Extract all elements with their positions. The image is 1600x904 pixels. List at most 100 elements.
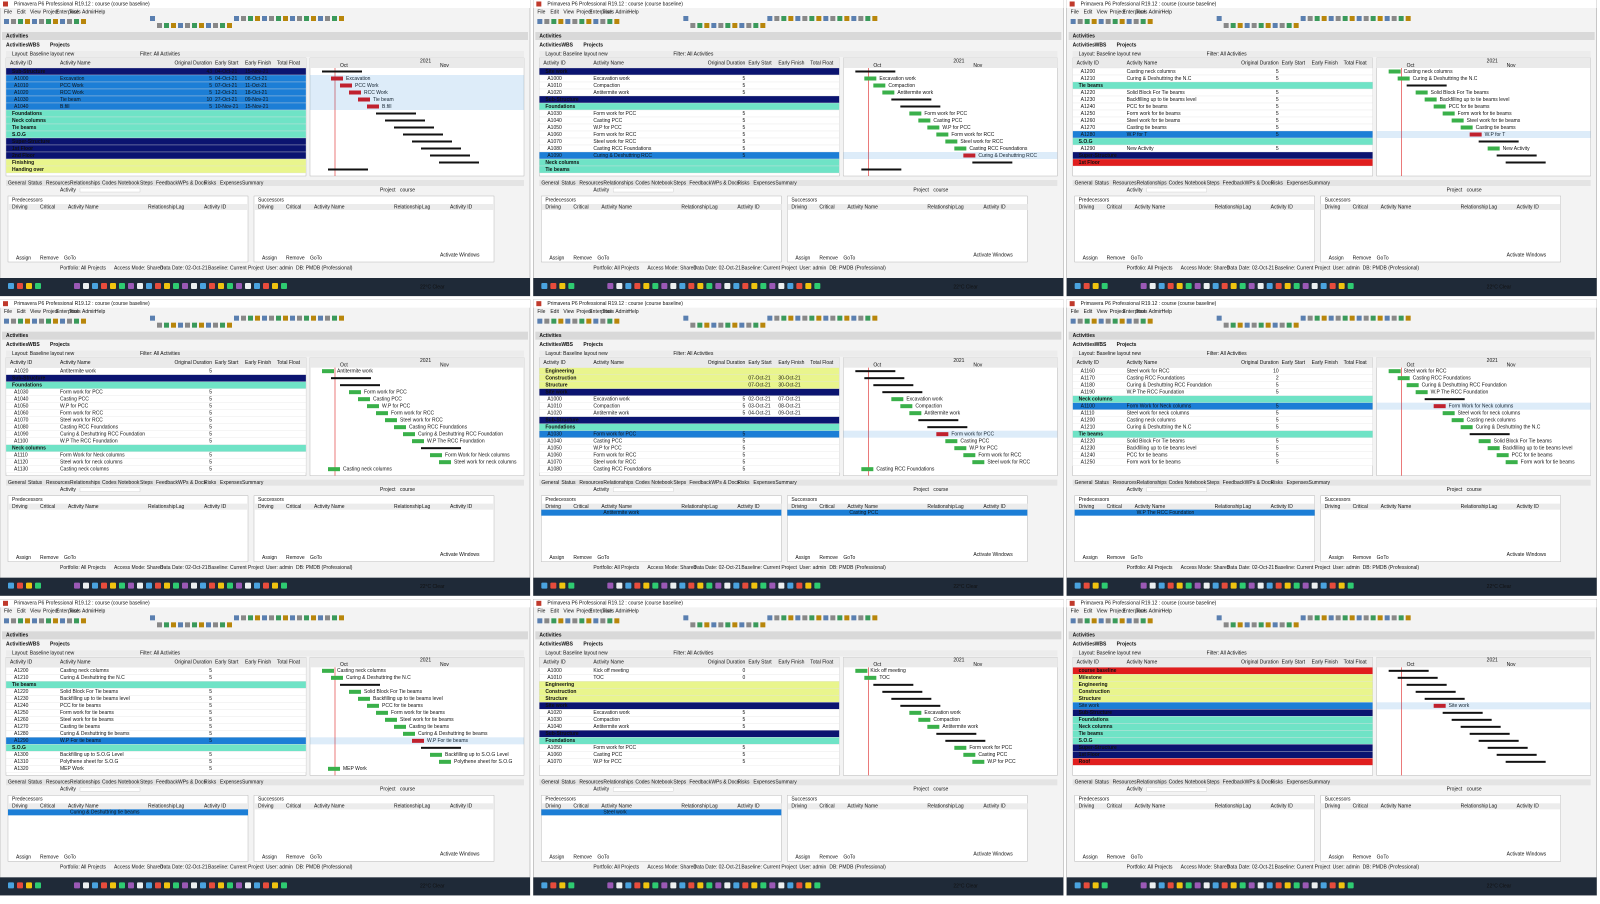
relationship-button[interactable]: Remove [286, 855, 305, 861]
activity-name[interactable]: PCC for tie beams [1127, 452, 1168, 458]
activity-id[interactable]: A1280 [14, 731, 29, 737]
activity-id[interactable]: A1160 [1081, 368, 1095, 374]
relationship-button[interactable]: Assign [1083, 555, 1098, 561]
relationship-button[interactable]: Assign [795, 855, 810, 861]
layout-label[interactable]: Layout: Baseline layout new [545, 351, 608, 357]
detail-tab[interactable]: Notebook [651, 480, 673, 486]
menu-item[interactable]: Tools [69, 609, 81, 615]
activity-name[interactable]: course baseline [1079, 668, 1117, 674]
detail-tab[interactable]: Summary [1309, 480, 1331, 486]
filter-label[interactable]: Filter: All Activities [673, 51, 714, 57]
menu-item[interactable]: Project [576, 309, 592, 315]
filter-label[interactable]: Filter: All Activities [140, 51, 181, 57]
relationship-button[interactable]: Remove [1353, 855, 1372, 861]
menu-item[interactable]: Help [628, 309, 639, 315]
menu-item[interactable]: Project [1110, 309, 1126, 315]
detail-tab[interactable]: WPs & Docs [1245, 780, 1274, 786]
detail-tab[interactable]: Expenses [220, 180, 242, 186]
relationship-button[interactable]: GoTo [1131, 555, 1143, 561]
menu-item[interactable]: Help [1162, 309, 1173, 315]
activity-name[interactable]: Backfilling up to tie beams level [1127, 445, 1197, 451]
activity-name[interactable]: 1st Floor [12, 146, 33, 152]
detail-tab[interactable]: General [1075, 480, 1093, 486]
detail-tab[interactable]: General [1075, 780, 1093, 786]
activity-name[interactable]: Neck columns [1079, 396, 1113, 402]
relationship-button[interactable]: Assign [1329, 555, 1344, 561]
activity-id[interactable]: A1010 [547, 83, 562, 89]
detail-tab[interactable]: Steps [140, 780, 153, 786]
activity-id[interactable]: A1260 [14, 717, 29, 723]
activity-name[interactable]: Form work for PCC [593, 111, 636, 117]
detail-tab[interactable]: Feedback [156, 780, 178, 786]
activity-name[interactable]: Foundations [12, 111, 42, 117]
view-tab[interactable]: Activities [539, 42, 561, 48]
activity-name[interactable]: Super-Structure [12, 139, 50, 145]
view-tab[interactable]: WBS [1095, 342, 1107, 348]
activity-name[interactable]: Steel work for RCC [60, 417, 103, 423]
activity-name[interactable]: Backfilling up to S.O.G Level [60, 752, 124, 758]
detail-tab[interactable]: Expenses [1287, 480, 1309, 486]
activity-name[interactable]: Curing & Deshuttring the N.C [1127, 424, 1192, 430]
activity-id[interactable]: A1050 [547, 125, 562, 131]
activity-id[interactable]: A1130 [14, 466, 28, 472]
relationship-button[interactable]: Remove [40, 855, 59, 861]
detail-tab[interactable]: Risks [737, 180, 750, 186]
activity-name[interactable]: Casting tie beams [60, 724, 101, 730]
detail-tab[interactable]: Relationships [603, 480, 634, 486]
activity-name[interactable]: Sub-Structure [545, 417, 579, 423]
menu-item[interactable]: Enterprise [56, 609, 79, 615]
activity-name[interactable]: W.P For tie beams [60, 738, 102, 744]
detail-tab[interactable]: Status [561, 180, 576, 186]
detail-tab[interactable]: Status [1095, 180, 1110, 186]
activity-id[interactable]: A1250 [1081, 111, 1096, 117]
detail-tab[interactable]: Summary [242, 480, 264, 486]
relationship-button[interactable]: Remove [40, 555, 59, 561]
detail-tab[interactable]: Notebook [1185, 780, 1207, 786]
relationship-button[interactable]: Remove [819, 555, 838, 561]
activity-id[interactable]: A1210 [1081, 76, 1096, 82]
activity-name[interactable]: Casting PCC [593, 118, 622, 124]
activity-id[interactable]: A1210 [14, 675, 29, 681]
filter-label[interactable]: Filter: All Activities [140, 351, 181, 357]
activity-name[interactable]: W.P The RCC Foundation [60, 438, 118, 444]
view-tab[interactable]: WBS [28, 642, 40, 648]
menu-item[interactable]: Edit [550, 309, 559, 315]
activity-name[interactable]: Form work for PCC [593, 431, 636, 437]
relationship-button[interactable]: Remove [819, 255, 838, 261]
filter-label[interactable]: Filter: All Activities [140, 651, 181, 657]
relationship-button[interactable]: GoTo [310, 855, 322, 861]
activity-id[interactable]: A1240 [1081, 104, 1096, 110]
relationship-button[interactable]: Assign [1329, 255, 1344, 261]
activity-name[interactable]: Foundations [545, 104, 575, 110]
activity-name[interactable]: Casting RCC Foundations [60, 424, 119, 430]
relationship-button[interactable]: Remove [286, 555, 305, 561]
detail-tab[interactable]: Notebook [118, 480, 140, 486]
activity-name[interactable]: S.O.G [12, 132, 26, 138]
detail-tab[interactable]: Notebook [1185, 180, 1207, 186]
view-tab[interactable]: Projects [583, 642, 603, 648]
activity-name[interactable]: PCC for tie beams [1127, 104, 1168, 110]
activity-name[interactable]: S.O.G [1079, 139, 1093, 145]
activity-name[interactable]: Steel work for tie beams [60, 717, 114, 723]
detail-tab[interactable]: Summary [775, 480, 797, 486]
detail-tab[interactable]: Relationships [1137, 780, 1168, 786]
detail-tab[interactable]: Resources [579, 480, 603, 486]
activity-name[interactable]: W.P for PCC [593, 759, 622, 765]
activity-id[interactable]: A1200 [1081, 417, 1096, 423]
view-tab[interactable]: Activities [1073, 342, 1095, 348]
relationship-button[interactable]: Assign [549, 855, 564, 861]
activity-name[interactable]: Site work [1079, 703, 1100, 709]
detail-tab[interactable]: Resources [46, 480, 70, 486]
detail-tab[interactable]: Expenses [1287, 180, 1309, 186]
detail-tab[interactable]: General [541, 480, 559, 486]
activity-name[interactable]: S.O.G [1079, 738, 1093, 744]
relationship-button[interactable]: Assign [1329, 855, 1344, 861]
activity-name[interactable]: Steel work for RCC [1127, 368, 1170, 374]
menu-item[interactable]: Edit [17, 9, 26, 15]
menu-item[interactable]: Tools [1136, 309, 1148, 315]
menu-item[interactable]: View [1097, 9, 1108, 15]
activity-id[interactable]: A1180 [1081, 382, 1095, 388]
activity-name[interactable]: 1st Floor [1079, 752, 1100, 758]
activity-name[interactable]: Construction [1079, 689, 1110, 695]
detail-tab[interactable]: Feedback [156, 180, 178, 186]
